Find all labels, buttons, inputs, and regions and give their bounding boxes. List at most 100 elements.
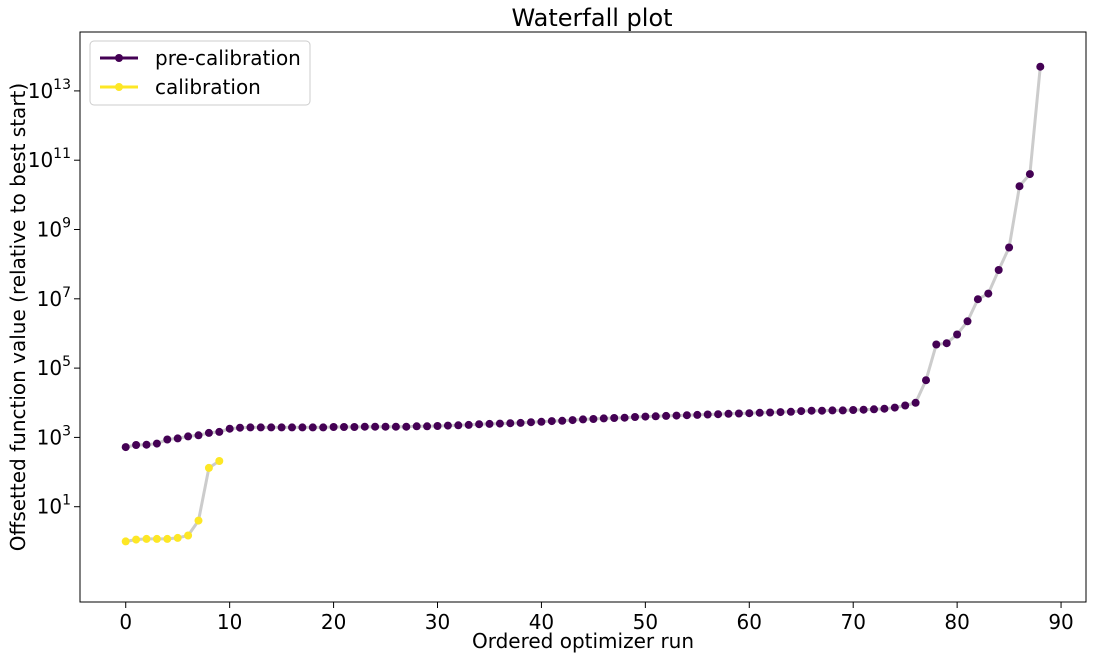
data-point-pre-calibration [589,415,598,423]
data-point-pre-calibration [599,414,608,423]
legend-box [89,40,311,106]
x-tick-label: 80 [944,610,969,634]
data-point-pre-calibration [163,435,172,444]
data-point-pre-calibration [215,427,224,436]
plot-area [121,62,1045,546]
data-point-pre-calibration [610,414,619,422]
x-tick-label: 20 [321,610,346,634]
data-point-pre-calibration [132,441,141,449]
data-point-pre-calibration [464,420,473,429]
data-point-calibration [194,516,203,525]
data-point-pre-calibration [734,409,743,418]
x-tick-label: 50 [633,610,658,634]
data-point-calibration [132,535,141,544]
data-point-pre-calibration [121,443,130,452]
data-point-pre-calibration [360,422,369,431]
data-point-pre-calibration [859,405,868,414]
data-point-pre-calibration [776,408,785,417]
data-point-pre-calibration [682,411,691,420]
data-point-pre-calibration [371,422,380,431]
data-point-pre-calibration [703,410,712,419]
data-point-pre-calibration [890,403,899,412]
data-point-pre-calibration [631,413,639,421]
data-point-pre-calibration [651,412,660,421]
data-point-pre-calibration [568,416,577,425]
data-point-pre-calibration [443,421,452,430]
x-axis-ticks: 0 10 20 30 40 50 60 70 80 90 [119,602,1074,634]
data-point-calibration [121,537,130,546]
series-line-pre-calibration [125,66,1042,449]
data-point-pre-calibration [475,420,484,429]
data-point-pre-calibration [236,423,244,432]
x-tick-label: 90 [1048,610,1073,634]
data-point-pre-calibration [880,404,889,413]
data-point-pre-calibration [745,409,754,418]
data-point-pre-calibration [984,289,993,298]
data-point-pre-calibration [433,422,442,430]
y-tick-label: 109 [37,216,71,242]
data-point-pre-calibration [381,422,390,431]
data-point-pre-calibration [693,410,702,419]
data-point-calibration [215,457,224,465]
data-point-pre-calibration [1015,182,1024,191]
data-point-pre-calibration [901,401,910,410]
data-point-pre-calibration [786,407,795,416]
data-point-calibration [152,534,161,543]
data-point-pre-calibration [485,419,494,428]
data-point-pre-calibration [807,406,816,415]
y-tick-label: 101 [37,493,71,519]
data-point-pre-calibration [194,431,203,440]
y-axis-label: Offsetted function value (relative to be… [6,83,30,551]
data-point-pre-calibration [298,423,307,432]
data-point-calibration [163,534,172,543]
data-point-pre-calibration [142,440,151,449]
data-point-pre-calibration [911,398,920,407]
data-point-pre-calibration [527,418,535,427]
data-point-calibration [142,534,151,543]
legend-marker-pre-calibration [115,54,123,62]
legend-marker-calibration [115,83,123,91]
data-point-pre-calibration [994,266,1003,274]
data-point-pre-calibration [641,412,650,421]
data-point-pre-calibration [495,419,504,428]
data-point-pre-calibration [516,418,525,427]
legend-label-calibration: calibration [155,75,261,99]
data-point-pre-calibration [308,423,317,432]
x-tick-label: 30 [425,610,450,634]
x-tick-label: 0 [119,610,132,634]
x-tick-label: 40 [529,610,554,634]
data-point-pre-calibration [184,432,193,441]
data-point-pre-calibration [849,406,858,414]
data-point-pre-calibration [152,439,161,448]
data-point-pre-calibration [277,423,286,432]
data-point-calibration [184,531,193,540]
data-point-pre-calibration [225,424,234,433]
data-point-pre-calibration [579,415,587,424]
series-line-calibration [125,459,221,543]
y-tick-label: 103 [37,423,71,449]
data-point-pre-calibration [662,411,671,420]
y-tick-label: 1011 [28,146,71,172]
data-point-pre-calibration [838,406,847,415]
data-point-pre-calibration [340,423,348,431]
x-axis-label: Ordered optimizer run [472,629,694,653]
chart-title: Waterfall plot [511,4,672,32]
data-point-pre-calibration [672,411,681,420]
data-point-pre-calibration [797,407,806,416]
x-tick-label: 60 [737,610,762,634]
data-point-pre-calibration [547,417,556,426]
data-point-pre-calibration [402,422,411,431]
data-point-pre-calibration [963,317,972,326]
data-point-pre-calibration [828,406,837,415]
data-point-pre-calibration [558,416,567,425]
data-point-pre-calibration [454,421,463,430]
x-tick-label: 70 [840,610,865,634]
data-point-pre-calibration [1025,170,1034,179]
data-point-pre-calibration [724,409,733,418]
plot-frame [79,31,1087,603]
legend-label-pre-calibration: pre-calibration [155,46,301,70]
y-axis-ticks: 101 103 105 107 109 1011 1013 [28,77,80,519]
data-point-pre-calibration [755,408,764,417]
data-point-pre-calibration [766,408,775,417]
y-tick-label: 1013 [28,77,71,103]
